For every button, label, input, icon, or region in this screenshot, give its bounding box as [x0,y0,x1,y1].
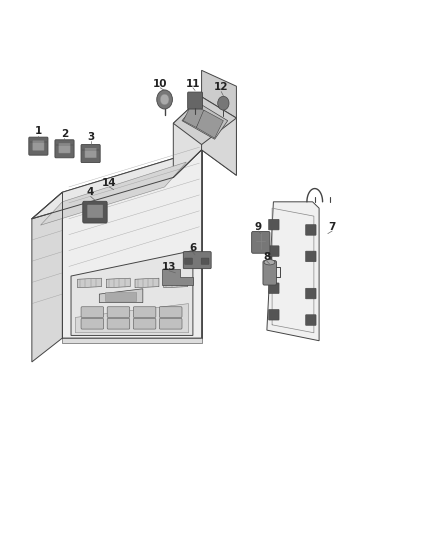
Text: 13: 13 [162,262,176,271]
FancyBboxPatch shape [201,258,209,264]
Polygon shape [106,278,130,288]
Polygon shape [78,278,102,288]
FancyBboxPatch shape [306,315,316,325]
Polygon shape [32,192,62,362]
Polygon shape [267,202,319,341]
Text: 1: 1 [35,126,42,136]
FancyBboxPatch shape [85,148,96,158]
FancyBboxPatch shape [306,288,316,299]
Polygon shape [196,110,223,138]
Polygon shape [32,150,201,219]
Polygon shape [173,97,237,177]
FancyBboxPatch shape [159,307,182,317]
Text: 3: 3 [87,132,94,142]
Polygon shape [162,269,193,285]
FancyBboxPatch shape [55,140,74,158]
FancyBboxPatch shape [185,258,192,264]
FancyBboxPatch shape [133,318,156,329]
FancyBboxPatch shape [263,261,276,285]
FancyBboxPatch shape [83,201,107,223]
Polygon shape [71,251,193,335]
FancyBboxPatch shape [107,307,130,317]
Polygon shape [99,289,143,303]
Polygon shape [41,162,186,225]
FancyBboxPatch shape [268,310,279,320]
FancyBboxPatch shape [306,224,316,235]
Text: 14: 14 [102,177,117,188]
FancyBboxPatch shape [81,318,104,329]
Text: 8: 8 [263,252,271,262]
Text: 2: 2 [61,129,68,139]
FancyBboxPatch shape [59,143,70,153]
FancyBboxPatch shape [107,318,130,329]
Circle shape [218,96,229,110]
FancyBboxPatch shape [29,137,48,155]
Text: 4: 4 [87,187,94,197]
Polygon shape [62,150,201,338]
Polygon shape [173,97,237,144]
Polygon shape [201,97,237,175]
FancyBboxPatch shape [252,231,270,253]
FancyBboxPatch shape [306,251,316,262]
Polygon shape [184,103,205,127]
Text: 11: 11 [186,78,200,88]
Polygon shape [201,70,237,118]
Circle shape [157,90,173,109]
FancyBboxPatch shape [159,318,182,329]
FancyBboxPatch shape [184,252,211,269]
Polygon shape [135,278,159,288]
FancyBboxPatch shape [133,307,156,317]
Text: 10: 10 [153,78,167,88]
Text: 12: 12 [214,82,229,92]
FancyBboxPatch shape [268,283,279,294]
Polygon shape [75,304,188,333]
FancyBboxPatch shape [81,307,104,317]
Ellipse shape [264,260,275,265]
FancyBboxPatch shape [187,92,202,109]
FancyBboxPatch shape [268,246,279,256]
Polygon shape [182,102,228,139]
FancyBboxPatch shape [81,144,100,163]
Circle shape [160,94,169,105]
FancyBboxPatch shape [88,205,103,217]
Text: 6: 6 [189,243,197,253]
Polygon shape [62,338,201,343]
FancyBboxPatch shape [106,293,137,302]
Polygon shape [164,278,187,288]
FancyBboxPatch shape [33,141,44,150]
Text: 9: 9 [254,222,262,232]
FancyBboxPatch shape [268,219,279,230]
Text: 7: 7 [328,222,336,232]
